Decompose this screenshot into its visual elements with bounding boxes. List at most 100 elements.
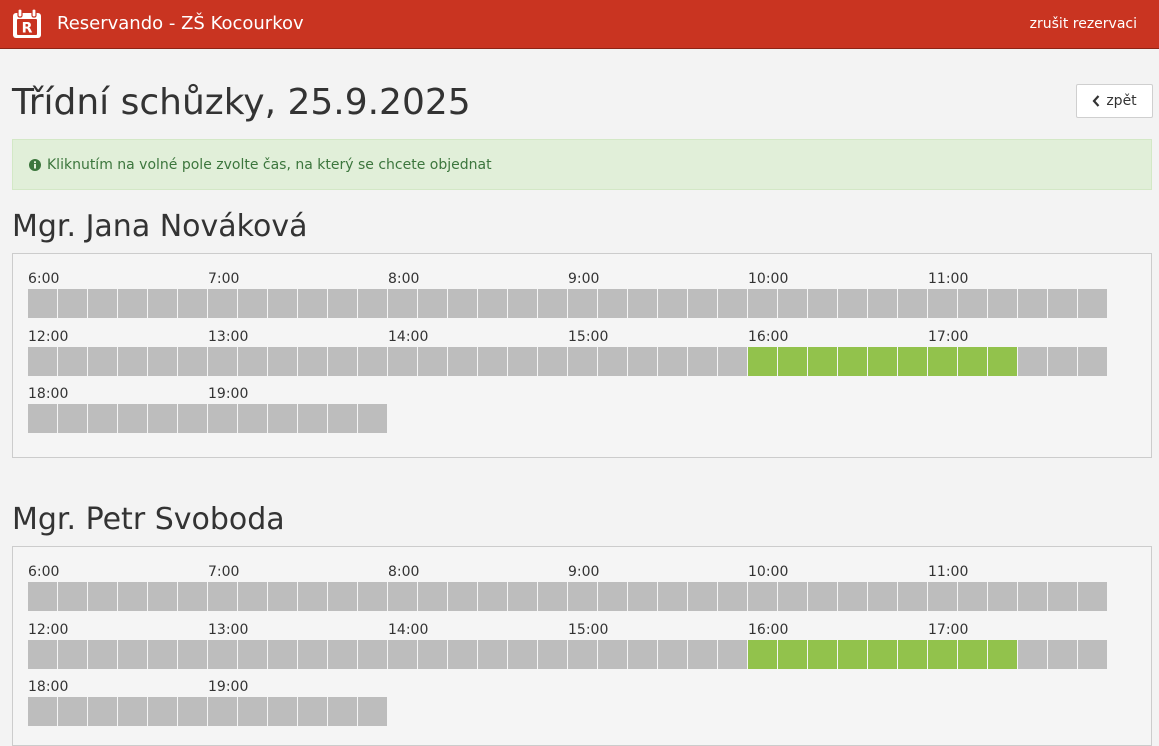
time-slot-taken [148, 639, 177, 669]
time-slot-free[interactable] [748, 639, 777, 669]
time-slot-taken [358, 404, 387, 433]
time-slot-free[interactable] [748, 346, 777, 376]
hour-label: 14:00 [388, 328, 429, 345]
time-slot-taken [628, 639, 657, 669]
hour-label: 18:00 [28, 679, 69, 695]
time-slot-taken [178, 639, 207, 669]
cancel-reservation-link[interactable]: zrušit rezervaci [1029, 16, 1137, 32]
time-slot-taken [1078, 346, 1107, 376]
back-button-label: zpět [1106, 93, 1137, 109]
hour-label: 11:00 [928, 271, 969, 287]
time-slot-taken [148, 289, 177, 318]
time-slot-taken [688, 582, 717, 611]
time-slot-taken [328, 404, 357, 433]
teacher-name: Mgr. Jana Nováková [12, 209, 308, 244]
time-slot-taken [28, 639, 57, 669]
time-slot-taken [268, 404, 297, 433]
time-slot-taken [358, 639, 387, 669]
time-slot-taken [118, 639, 147, 669]
time-slot-taken [268, 639, 297, 669]
time-slot-taken [178, 289, 207, 318]
time-slot-taken [448, 582, 477, 611]
time-slot-taken [568, 346, 597, 376]
time-slot-taken [328, 639, 357, 669]
time-slot-taken [298, 289, 327, 318]
hour-label: 12:00 [28, 621, 69, 638]
time-slot-free[interactable] [928, 639, 957, 669]
hour-label: 10:00 [748, 564, 789, 580]
teacher-schedule-panel: 6:00 7:00 8:00 9:00 10:00 11:00 12:00 13:00 14:0… [12, 253, 1152, 458]
page-title: Třídní schůzky, 25.9.2025 [12, 82, 471, 123]
time-slot-taken [808, 289, 837, 318]
time-slot-free[interactable] [898, 346, 927, 376]
time-slot-taken [28, 697, 57, 726]
hour-label: 15:00 [568, 621, 609, 638]
time-slot-taken [1048, 639, 1077, 669]
time-slot-taken [298, 346, 327, 376]
time-slot-taken [418, 639, 447, 669]
time-slot-taken [508, 639, 537, 669]
time-slot-taken [388, 639, 417, 669]
time-slot-taken [268, 289, 297, 318]
time-slot-taken [1018, 639, 1047, 669]
time-slot-taken [868, 582, 897, 611]
chevron-left-icon [1092, 95, 1100, 107]
time-slot-free[interactable] [988, 346, 1017, 376]
time-slot-taken [268, 346, 297, 376]
time-slot-taken [1018, 289, 1047, 318]
time-slot-taken [988, 289, 1017, 318]
app-title[interactable]: Reservando - ZŠ Kocourkov [57, 13, 304, 34]
time-slot-taken [178, 582, 207, 611]
time-slot-taken [538, 346, 567, 376]
hour-label: 7:00 [208, 564, 240, 580]
time-slot-taken [838, 289, 867, 318]
time-slot-free[interactable] [868, 346, 897, 376]
time-slot-taken [88, 404, 117, 433]
time-slot-taken [508, 582, 537, 611]
time-slot-taken [28, 346, 57, 376]
time-slot-free[interactable] [778, 639, 807, 669]
time-slot-taken [1048, 346, 1077, 376]
time-slot-taken [838, 582, 867, 611]
time-slot-taken [88, 346, 117, 376]
time-slot-taken [388, 582, 417, 611]
time-slot-free[interactable] [778, 346, 807, 376]
time-slot-taken [1048, 289, 1077, 318]
time-slot-taken [58, 639, 87, 669]
time-slot-taken [1078, 289, 1107, 318]
time-slot-free[interactable] [958, 346, 987, 376]
time-slot-taken [448, 289, 477, 318]
calendar-logo-icon[interactable]: R [12, 9, 42, 39]
time-slot-free[interactable] [868, 639, 897, 669]
hour-label: 6:00 [28, 271, 60, 287]
hour-label: 16:00 [748, 328, 789, 345]
hour-label: 19:00 [208, 386, 249, 402]
time-slot-taken [718, 639, 747, 669]
time-slot-taken [688, 346, 717, 376]
time-slot-taken [508, 346, 537, 376]
time-slot-taken [448, 639, 477, 669]
time-slot-free[interactable] [808, 639, 837, 669]
time-slot-free[interactable] [838, 639, 867, 669]
time-slot-taken [328, 582, 357, 611]
time-slot-taken [58, 346, 87, 376]
time-slot-free[interactable] [958, 639, 987, 669]
time-slot-taken [148, 346, 177, 376]
time-slot-free[interactable] [898, 639, 927, 669]
time-slot-taken [1078, 582, 1107, 611]
time-slot-free[interactable] [808, 346, 837, 376]
time-slot-taken [328, 289, 357, 318]
hour-label: 18:00 [28, 386, 69, 402]
time-slot-taken [298, 639, 327, 669]
time-slot-taken [28, 404, 57, 433]
time-slot-taken [208, 289, 237, 318]
back-button[interactable]: zpět [1076, 84, 1153, 118]
hour-label: 15:00 [568, 328, 609, 345]
time-slot-free[interactable] [988, 639, 1017, 669]
time-slot-taken [238, 697, 267, 726]
time-slot-free[interactable] [838, 346, 867, 376]
hour-label: 17:00 [928, 328, 969, 345]
time-slot-free[interactable] [928, 346, 957, 376]
time-slot-taken [238, 289, 267, 318]
info-alert: Kliknutím na volné pole zvolte čas, na k… [12, 139, 1152, 190]
